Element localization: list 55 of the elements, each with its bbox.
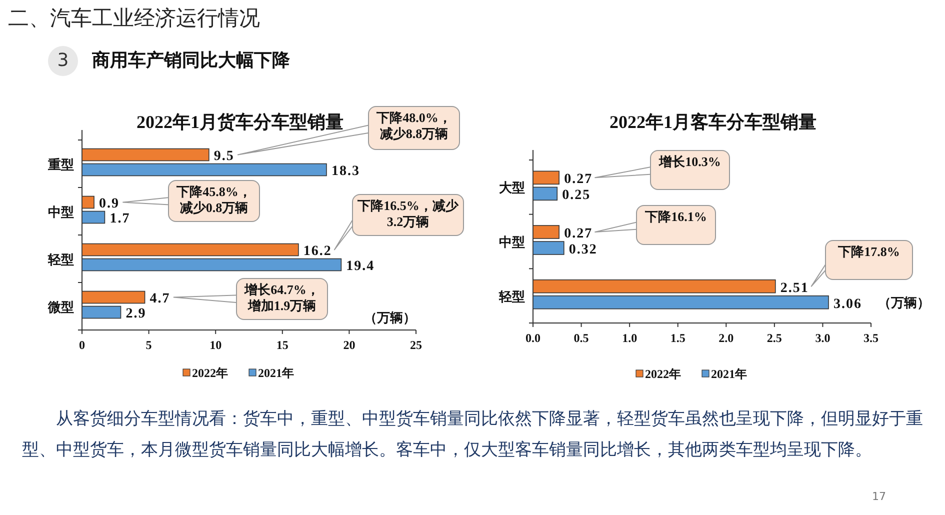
x-tick-label: 5 xyxy=(146,338,152,352)
data-label: 2.51 xyxy=(780,280,809,296)
x-tick-label: 20 xyxy=(343,338,356,352)
data-label: 0.9 xyxy=(99,196,120,212)
x-tick-label: 1.0 xyxy=(622,331,638,345)
y-tick-label: 大型 xyxy=(499,180,525,196)
legend-label: 2021年 xyxy=(258,366,294,380)
data-label: 0.27 xyxy=(564,172,593,188)
annotation: 下降16.5%，减少3.2万辆 xyxy=(352,194,464,236)
annotation: 增长10.3% xyxy=(650,150,730,190)
annotation: 下降45.8%，减少0.8万辆 xyxy=(168,180,260,222)
data-label: 4.7 xyxy=(150,291,170,306)
x-tick-label: 25 xyxy=(410,338,422,352)
x-tick-label: 1.5 xyxy=(670,331,686,345)
data-label: 18.3 xyxy=(331,164,360,179)
annotation: 增长64.7%，增加1.9万辆 xyxy=(236,278,328,320)
annotation: 下降48.0%，减少8.8万辆 xyxy=(368,106,460,150)
x-tick-label: 0 xyxy=(79,338,85,352)
data-label: 1.7 xyxy=(110,211,130,226)
y-tick-label: 中型 xyxy=(48,204,74,220)
data-label: 16.2 xyxy=(303,244,332,259)
data-label: 2.9 xyxy=(126,306,146,322)
text: 商用车产销同比大幅下降 xyxy=(92,49,290,72)
data-label: 0.25 xyxy=(562,188,591,204)
legend-label: 2021年 xyxy=(711,367,747,381)
data-label: 9.5 xyxy=(214,148,234,164)
legend-label: 2022年 xyxy=(645,367,681,381)
x-tick-label: 0.5 xyxy=(574,331,589,345)
x-tick-label: 3.5 xyxy=(864,331,878,345)
x-tick-label: 0.0 xyxy=(526,331,540,345)
x-axis-title: （万辆） xyxy=(878,295,930,310)
x-tick-label: 10 xyxy=(210,338,222,352)
x-tick-label: 2.0 xyxy=(718,331,734,345)
chart-title: 2022年1月客车分车型销量 xyxy=(610,112,816,132)
annotation: 下降17.8% xyxy=(825,240,913,280)
data-label: 0.27 xyxy=(564,226,593,242)
annotation: 下降16.1% xyxy=(636,205,716,245)
data-label: 3.06 xyxy=(834,296,862,312)
x-tick-label: 3.0 xyxy=(815,331,830,345)
y-tick-label: 轻型 xyxy=(498,288,525,304)
x-axis-title: （万辆） xyxy=(364,310,416,325)
x-tick-label: 2.5 xyxy=(766,331,782,345)
y-tick-label: 中型 xyxy=(499,234,525,250)
legend-label: 2022年 xyxy=(192,366,228,380)
y-tick-label: 微型 xyxy=(47,299,74,314)
data-label: 0.32 xyxy=(568,242,598,258)
text: 17 xyxy=(872,490,886,503)
y-tick-label: 轻型 xyxy=(47,252,74,267)
text: 3 xyxy=(48,46,78,76)
data-label: 19.4 xyxy=(346,258,375,274)
text: 二、汽车工业经济运行情况 xyxy=(8,5,260,32)
x-tick-label: 15 xyxy=(276,338,288,352)
chart-title: 2022年1月货车分车型销量 xyxy=(136,112,344,132)
text: 从客货细分车型情况看：货车中，重型、中型货车销量同比依然下降显著，轻型货车虽然也呈现下降，但明显好于重型、中型货车，本月微型货车销量同比大幅增长。客车中，仅大型客车销量同比增长，其他两类车型均呈现下降。 xyxy=(22,408,924,462)
y-tick-label: 重型 xyxy=(47,156,74,172)
